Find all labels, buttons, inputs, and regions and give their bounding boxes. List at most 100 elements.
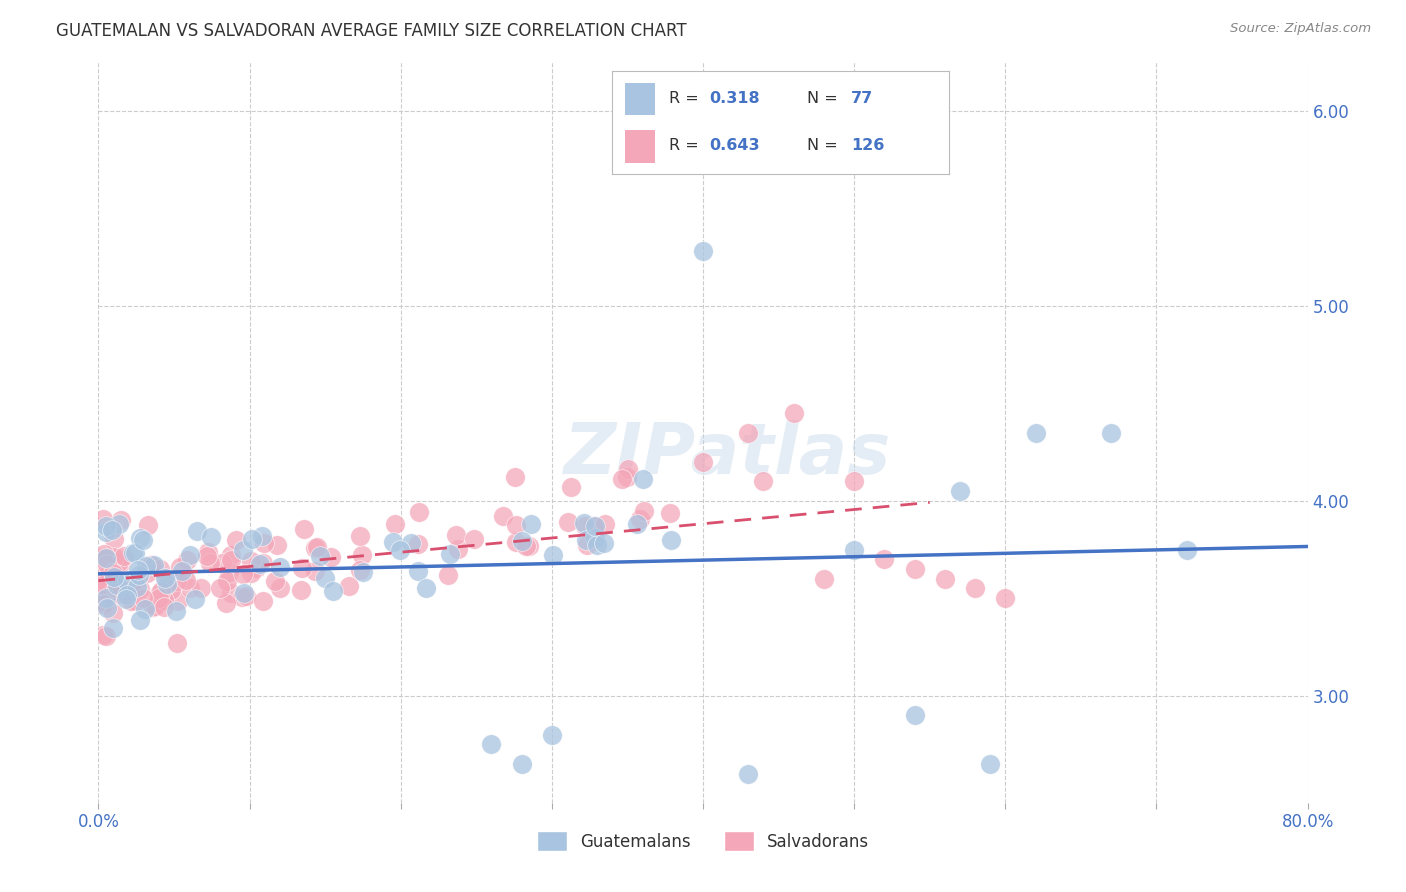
Point (91, 594, 114, 608)
Point (153, 600, 176, 615)
Point (215, 574, 238, 588)
Point (463, 532, 485, 546)
Point (572, 516, 595, 530)
Text: Source: ZipAtlas.com: Source: ZipAtlas.com (1230, 22, 1371, 36)
Point (520, 516, 543, 531)
Point (1024, 425, 1046, 440)
Point (633, 473, 655, 487)
Point (132, 533, 155, 548)
Point (209, 581, 232, 595)
Point (626, 517, 648, 532)
Point (91, 574, 114, 588)
Point (91, 512, 114, 526)
Point (1175, 542, 1198, 557)
Point (658, 506, 681, 520)
Point (167, 594, 190, 608)
Point (439, 547, 461, 561)
Point (125, 594, 148, 608)
Point (574, 518, 596, 533)
Point (219, 552, 242, 566)
Point (111, 555, 134, 569)
Point (232, 543, 254, 558)
Point (93, 548, 115, 562)
Point (94, 550, 117, 565)
Point (165, 604, 187, 618)
Point (108, 555, 131, 569)
Point (349, 529, 371, 543)
Point (319, 549, 342, 564)
Point (195, 549, 218, 564)
Point (198, 557, 221, 571)
Point (399, 536, 422, 550)
Point (617, 462, 640, 476)
Point (252, 594, 274, 608)
Point (150, 584, 173, 599)
Point (132, 591, 155, 605)
Point (692, 455, 714, 469)
Point (91, 558, 114, 573)
Point (122, 584, 145, 599)
Point (211, 556, 233, 570)
Point (149, 561, 172, 575)
Point (250, 529, 273, 543)
Point (155, 571, 177, 585)
Point (389, 543, 412, 558)
Legend: Guatemalans, Salvadorans: Guatemalans, Salvadorans (530, 825, 876, 857)
Point (593, 536, 616, 550)
Point (94, 591, 117, 606)
Point (512, 534, 534, 549)
Point (91, 550, 114, 565)
Text: N =: N = (807, 137, 838, 153)
Point (406, 564, 429, 578)
Point (101, 523, 124, 537)
Point (576, 538, 599, 552)
Point (349, 563, 371, 577)
Point (616, 470, 638, 484)
Point (91, 628, 114, 642)
Point (904, 708, 927, 723)
Point (994, 591, 1017, 606)
Point (156, 577, 179, 591)
Point (169, 560, 191, 574)
Point (314, 570, 336, 584)
Point (127, 563, 149, 577)
Point (200, 530, 222, 544)
Point (94, 519, 117, 533)
Point (160, 582, 183, 597)
Point (503, 469, 526, 483)
Point (245, 561, 267, 575)
Point (737, 425, 759, 440)
Point (103, 558, 125, 573)
Point (136, 566, 159, 580)
Point (232, 586, 254, 600)
Point (136, 517, 159, 532)
Point (129, 531, 152, 545)
Point (112, 582, 135, 597)
Point (148, 587, 170, 601)
Point (101, 566, 124, 581)
Point (215, 596, 238, 610)
Point (231, 590, 253, 604)
Point (505, 517, 527, 532)
Point (253, 536, 276, 550)
Point (120, 594, 142, 608)
Point (515, 539, 537, 553)
Point (510, 756, 533, 771)
Point (557, 515, 579, 529)
Point (290, 583, 312, 598)
Point (304, 541, 326, 555)
Point (415, 582, 437, 596)
Point (219, 548, 242, 562)
Point (91, 578, 114, 592)
Text: 0.318: 0.318 (710, 90, 761, 105)
Text: GUATEMALAN VS SALVADORAN AVERAGE FAMILY SIZE CORRELATION CHART: GUATEMALAN VS SALVADORAN AVERAGE FAMILY … (56, 22, 688, 40)
Point (115, 592, 138, 607)
Point (965, 582, 987, 596)
Point (186, 524, 208, 539)
Point (844, 475, 866, 489)
Point (692, 244, 714, 259)
Point (447, 541, 470, 556)
Point (103, 607, 125, 621)
Point (104, 581, 127, 595)
Point (129, 582, 152, 596)
